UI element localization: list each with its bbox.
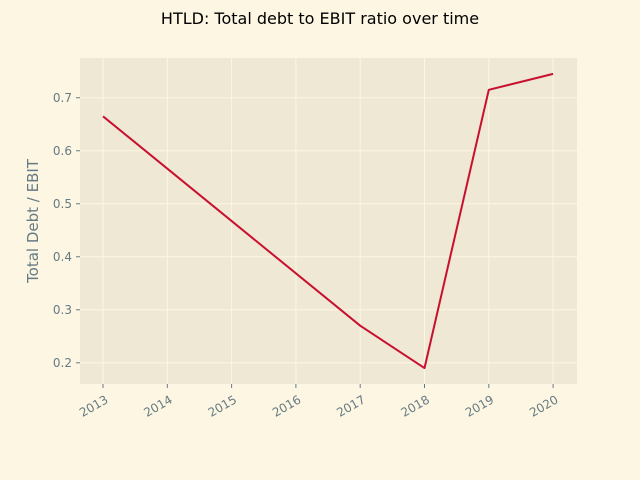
x-tick-label: 2018 [399, 392, 432, 419]
x-tick-label: 2014 [141, 392, 174, 419]
y-tick-label: 0.5 [53, 197, 72, 211]
y-tick-label: 0.4 [53, 250, 72, 264]
grid [80, 58, 577, 384]
y-tick-label: 0.2 [53, 356, 72, 370]
x-tick-label: 2019 [463, 392, 496, 419]
y-tick-label: 0.7 [53, 91, 72, 105]
x-tick-label: 2013 [77, 392, 110, 419]
x-tick-label: 2016 [270, 392, 303, 419]
x-tick-label: 2015 [206, 392, 239, 419]
series-layer [102, 72, 554, 370]
plot-area [80, 58, 577, 384]
y-axis-label: Total Debt / EBIT [24, 158, 42, 284]
y-tick-label: 0.3 [53, 303, 72, 317]
x-tick-label: 2020 [527, 392, 560, 419]
y-tick-label: 0.6 [53, 144, 72, 158]
series-line [102, 72, 554, 370]
x-tick-label: 2017 [334, 392, 367, 419]
chart-title: HTLD: Total debt to EBIT ratio over time [161, 9, 479, 28]
